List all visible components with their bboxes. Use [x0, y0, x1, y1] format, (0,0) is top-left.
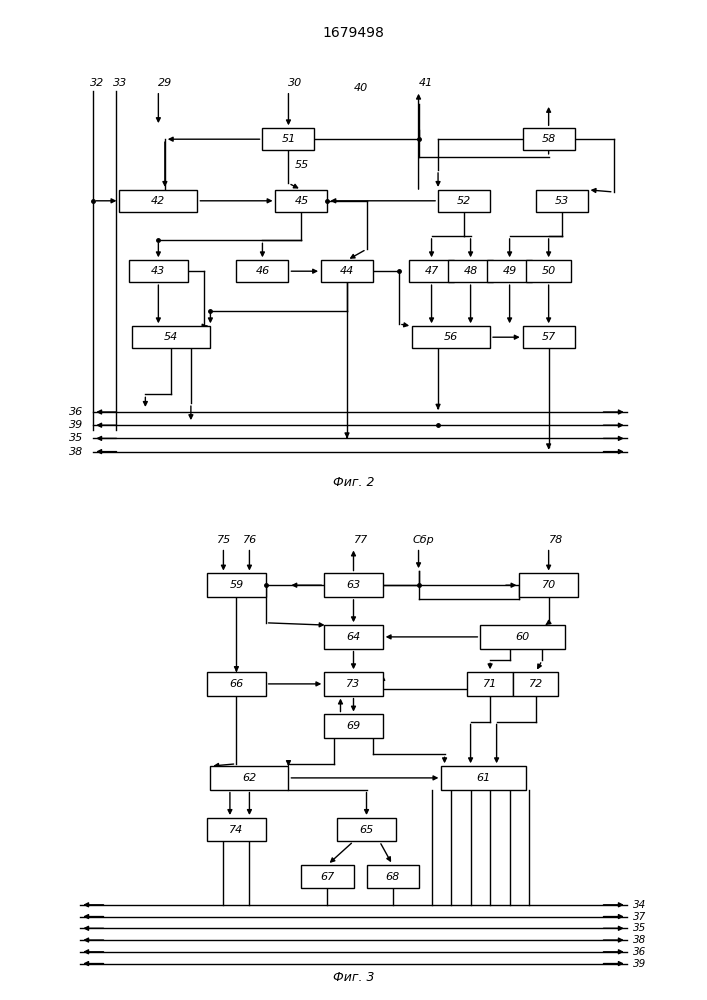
- Text: 51: 51: [281, 134, 296, 144]
- Text: 29: 29: [158, 78, 173, 88]
- Text: 60: 60: [515, 632, 530, 642]
- Text: 37: 37: [633, 912, 646, 922]
- Text: 35: 35: [633, 923, 646, 933]
- Bar: [211, 766, 288, 790]
- Text: 52: 52: [457, 196, 471, 206]
- Text: 44: 44: [340, 266, 354, 276]
- Text: 62: 62: [243, 773, 257, 783]
- Bar: [207, 672, 266, 696]
- Bar: [441, 766, 526, 790]
- Bar: [467, 672, 513, 696]
- Text: 56: 56: [444, 332, 458, 342]
- Bar: [262, 128, 315, 150]
- Text: 42: 42: [151, 196, 165, 206]
- Bar: [526, 260, 571, 282]
- Bar: [487, 260, 532, 282]
- Bar: [438, 190, 490, 212]
- Text: 78: 78: [549, 535, 563, 545]
- Text: 66: 66: [229, 679, 243, 689]
- Text: Фиг. 2: Фиг. 2: [333, 476, 374, 489]
- Text: 33: 33: [113, 78, 127, 88]
- Text: 75: 75: [217, 535, 231, 545]
- Text: 58: 58: [542, 134, 556, 144]
- Text: 45: 45: [294, 196, 308, 206]
- Text: 48: 48: [464, 266, 478, 276]
- Text: 53: 53: [554, 196, 568, 206]
- Text: Сбр: Сбр: [412, 535, 434, 545]
- Text: 1679498: 1679498: [322, 26, 385, 40]
- Text: 32: 32: [90, 78, 105, 88]
- Text: 61: 61: [477, 773, 491, 783]
- Text: 55: 55: [295, 160, 309, 170]
- Text: 36: 36: [69, 407, 83, 417]
- Text: 54: 54: [164, 332, 178, 342]
- Text: 35: 35: [69, 433, 83, 443]
- Text: 39: 39: [69, 420, 83, 430]
- Bar: [321, 260, 373, 282]
- Bar: [236, 260, 288, 282]
- Bar: [276, 190, 327, 212]
- Bar: [325, 573, 382, 597]
- Text: 46: 46: [255, 266, 269, 276]
- Text: 36: 36: [633, 947, 646, 957]
- Text: 76: 76: [243, 535, 257, 545]
- Bar: [522, 128, 575, 150]
- Text: 50: 50: [542, 266, 556, 276]
- Text: Фиг. 3: Фиг. 3: [333, 971, 374, 984]
- Text: 69: 69: [346, 721, 361, 731]
- Bar: [119, 190, 197, 212]
- Text: 49: 49: [503, 266, 517, 276]
- Text: 64: 64: [346, 632, 361, 642]
- Text: 34: 34: [633, 900, 646, 910]
- Bar: [325, 714, 382, 738]
- Bar: [412, 326, 490, 348]
- Text: 63: 63: [346, 580, 361, 590]
- Bar: [536, 190, 588, 212]
- Text: 65: 65: [359, 825, 373, 835]
- Bar: [325, 672, 382, 696]
- Text: 39: 39: [633, 959, 646, 969]
- Text: 38: 38: [69, 447, 83, 457]
- Bar: [480, 625, 565, 649]
- Bar: [409, 260, 455, 282]
- Text: 77: 77: [354, 535, 368, 545]
- Bar: [207, 818, 266, 841]
- Text: 30: 30: [288, 78, 303, 88]
- Bar: [520, 573, 578, 597]
- Text: 70: 70: [542, 580, 556, 590]
- Bar: [301, 865, 354, 888]
- Bar: [129, 260, 187, 282]
- Bar: [325, 625, 382, 649]
- Bar: [448, 260, 493, 282]
- Bar: [337, 818, 396, 841]
- Text: 41: 41: [419, 78, 433, 88]
- Text: 74: 74: [229, 825, 243, 835]
- Bar: [522, 326, 575, 348]
- Bar: [513, 672, 559, 696]
- Bar: [207, 573, 266, 597]
- Text: 40: 40: [354, 83, 368, 93]
- Text: 73: 73: [346, 679, 361, 689]
- Bar: [366, 865, 419, 888]
- Text: 71: 71: [483, 679, 497, 689]
- Text: 43: 43: [151, 266, 165, 276]
- Text: 67: 67: [320, 872, 334, 882]
- Bar: [132, 326, 211, 348]
- Text: 38: 38: [633, 935, 646, 945]
- Text: 59: 59: [229, 580, 243, 590]
- Text: 68: 68: [385, 872, 399, 882]
- Text: 72: 72: [529, 679, 543, 689]
- Text: 57: 57: [542, 332, 556, 342]
- Text: 47: 47: [424, 266, 438, 276]
